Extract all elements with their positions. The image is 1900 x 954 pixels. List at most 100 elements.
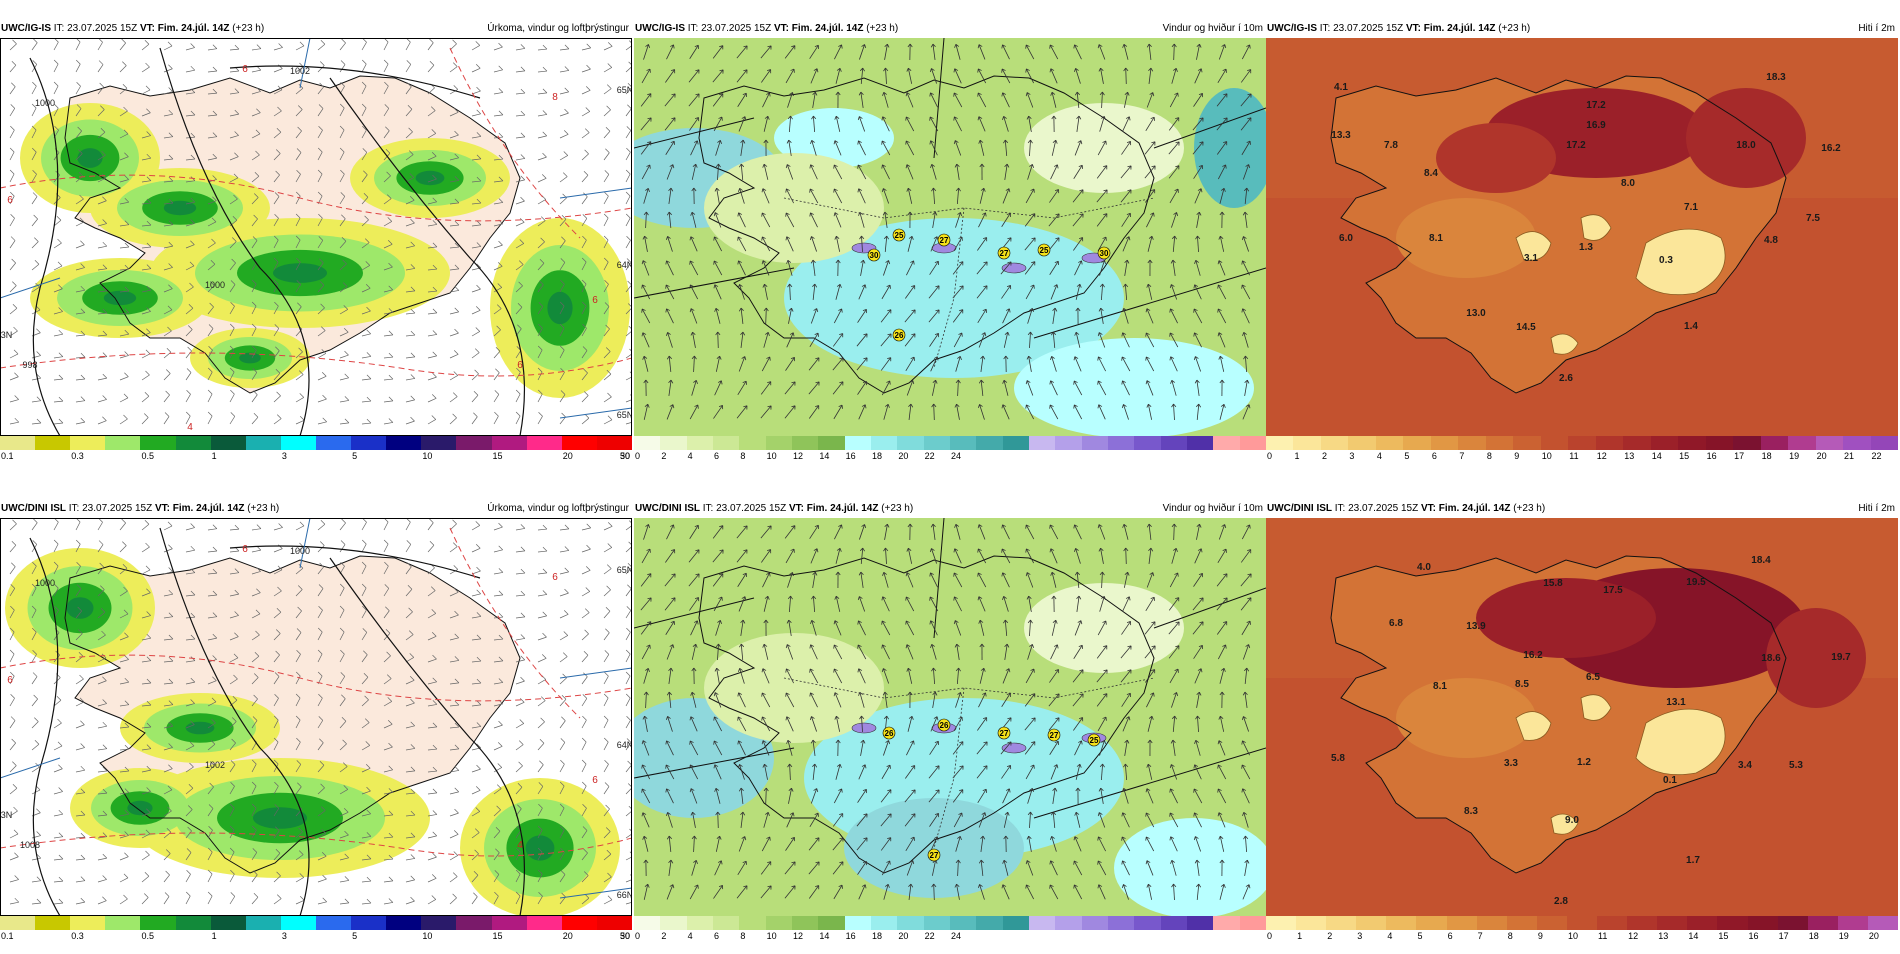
colorbar-tick-label: 5	[1417, 930, 1422, 942]
colorbar-swatch	[1134, 916, 1160, 930]
colorbar-swatch	[1082, 916, 1108, 930]
temperature-value: 8.4	[1424, 168, 1438, 179]
temperature-value: 8.0	[1621, 178, 1635, 189]
gust-label: 25	[895, 231, 904, 240]
colorbar-swatch	[386, 916, 421, 930]
temperature-value: 0.1	[1663, 775, 1677, 786]
isobar-label: 1000	[290, 546, 310, 556]
warm-area	[1476, 578, 1656, 658]
colorbar-swatch	[871, 436, 897, 450]
colorbar-tick-label: 10	[767, 450, 777, 462]
temperature-value: 17.2	[1586, 100, 1606, 111]
colorbar-swatch	[1651, 436, 1678, 450]
colorbar-swatch	[1568, 436, 1595, 450]
colorbar-swatch	[1733, 436, 1760, 450]
issue-time: IT: 23.07.2025 15Z	[54, 23, 137, 34]
gust-label: 25	[1040, 246, 1049, 255]
colorbar-swatch	[1082, 436, 1108, 450]
colorbar-swatch	[1161, 916, 1187, 930]
colorbar-swatch	[1003, 436, 1029, 450]
colorbar-tick-label: 15	[493, 450, 503, 462]
warm-area	[1436, 123, 1556, 193]
colorbar-swatch	[527, 436, 562, 450]
colorbar-tick-label: 7	[1478, 930, 1483, 942]
colorbar-swatch	[739, 436, 765, 450]
colorbar-swatch	[456, 916, 491, 930]
temperature-value: 16.2	[1523, 650, 1543, 661]
valid-time: VT: Fim. 24.júl. 14Z	[774, 23, 863, 34]
colorbar-tick-label: 3	[282, 450, 287, 462]
colorbar-swatch	[1717, 916, 1747, 930]
colorbar-swatch	[1055, 916, 1081, 930]
precip-area	[547, 292, 572, 324]
colorbar-swatch	[0, 436, 35, 450]
colorbar-swatch	[634, 436, 660, 450]
colorbar-tick-label: 10	[1568, 930, 1578, 942]
colorbar-tick-label: 16	[846, 930, 856, 942]
precip-area	[253, 807, 307, 829]
valid-time: VT: Fim. 24.júl. 14Z	[155, 503, 244, 514]
model-name: UWC/IG-IS	[1267, 23, 1317, 34]
colorbar-swatch	[1567, 916, 1597, 930]
latitude-label: 64N	[617, 260, 632, 270]
temperature-value: 13.0	[1466, 308, 1486, 319]
gust-label: 27	[1000, 729, 1009, 738]
gust-label: 27	[1050, 731, 1059, 740]
colorbar-tick-label: 22	[925, 450, 935, 462]
colorbar-swatch	[597, 916, 632, 930]
colorbar-tick-label: 1	[212, 930, 217, 942]
colorbar-swatch	[1403, 436, 1430, 450]
lead-time: (+23 h)	[232, 23, 264, 34]
temperature-value: 2.6	[1559, 373, 1573, 384]
model-name: UWC/DINI ISL	[1267, 503, 1332, 514]
temperature-value: 5.8	[1331, 753, 1345, 764]
colorbar-swatch	[713, 436, 739, 450]
temperature-value: 8.1	[1429, 233, 1443, 244]
temperature-value: 13.9	[1466, 621, 1486, 632]
colorbar-swatch	[176, 436, 211, 450]
colorbar-tick-label: 0.3	[71, 930, 84, 942]
colorbar-tick-label: 5	[1404, 450, 1409, 462]
lead-time: (+23 h)	[881, 503, 913, 514]
colorbar-tick-label: 0	[635, 930, 640, 942]
colorbar-swatch	[1788, 436, 1815, 450]
colorbar-swatch	[1293, 436, 1320, 450]
temperature-value: 4.1	[1334, 82, 1348, 93]
map-area[interactable]: 100210001000998100268666465N64N63N65N	[0, 38, 632, 436]
colorbar-swatch	[766, 916, 792, 930]
colorbar-swatch	[1055, 436, 1081, 450]
colorbar-swatch	[1761, 436, 1788, 450]
colorbar-swatch	[792, 916, 818, 930]
gust-label: 26	[940, 721, 949, 730]
colorbar-swatch	[1477, 916, 1507, 930]
colorbar-swatch	[1678, 436, 1705, 450]
temperature-value: 19.5	[1686, 577, 1706, 588]
colorbar-tick-label: 15	[1718, 930, 1728, 942]
colorbar-swatch	[386, 436, 421, 450]
gust-label: 26	[885, 729, 894, 738]
colorbar-tick-label: 6	[1432, 450, 1437, 462]
colorbar-swatch	[950, 916, 976, 930]
temperature-value: 7.5	[1806, 213, 1820, 224]
colorbar-swatch	[1816, 436, 1843, 450]
colorbar-tick-label: 20	[563, 930, 573, 942]
colorbar-swatch	[1486, 436, 1513, 450]
colorbar-swatch	[421, 436, 456, 450]
colorbar-swatch	[1871, 436, 1898, 450]
colorbar-swatch	[0, 916, 35, 930]
colorbar-tick-label: 8	[740, 450, 745, 462]
map-area[interactable]: 100010001002100810026666465N64N63N66N	[0, 518, 632, 916]
colorbar-swatch	[140, 436, 175, 450]
colorbar-swatch	[950, 436, 976, 450]
colorbar-swatch	[1706, 436, 1733, 450]
colorbar-tick-label: 24	[951, 930, 961, 942]
issue-time: IT: 23.07.2025 15Z	[688, 23, 771, 34]
temperature-value: 16.2	[1821, 143, 1841, 154]
colorbar-swatch	[246, 436, 281, 450]
